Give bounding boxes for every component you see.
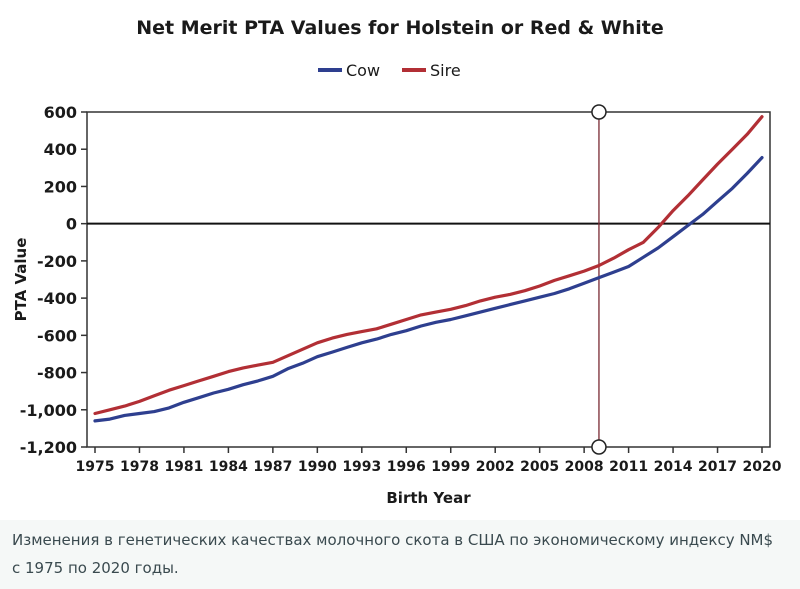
x-tick-label: 2002: [476, 459, 515, 475]
x-tick-label: 2008: [565, 459, 604, 475]
legend-label-sire: Sire: [430, 61, 461, 80]
caption-line-2: с 1975 по 2020 годы.: [12, 559, 179, 577]
series-line-sire: [93, 115, 764, 416]
y-tick-label: -200: [37, 252, 77, 271]
vertical-marker-bottom-circle: [591, 439, 607, 455]
chart-title: Net Merit PTA Values for Holstein or Red…: [136, 17, 664, 39]
vertical-marker-top-circle: [591, 104, 607, 120]
x-tick-label: 1996: [387, 459, 426, 475]
x-tick-label: 1999: [431, 459, 470, 475]
x-tick-label: 1975: [76, 459, 115, 475]
y-tick-label: 400: [44, 140, 77, 159]
x-axis-title: Birth Year: [386, 489, 471, 507]
y-tick-label: 200: [44, 177, 77, 196]
y-tick-label: -1,200: [20, 438, 77, 457]
y-tick-label: -600: [37, 326, 77, 345]
x-tick-label: 1993: [342, 459, 381, 475]
y-tick-label: -800: [37, 364, 77, 383]
caption-line-1: Изменения в генетических качествах молоч…: [12, 531, 774, 549]
x-tick-label: 1987: [253, 459, 292, 475]
y-tick-label: -1,000: [20, 401, 77, 420]
chart-figure: Net Merit PTA Values for Holstein or Red…: [12, 17, 782, 507]
y-tick-label: -400: [37, 289, 77, 308]
x-tick-label: 1981: [164, 459, 203, 475]
line-chart: Net Merit PTA Values for Holstein or Red…: [12, 17, 782, 507]
x-tick-label: 2014: [654, 459, 693, 475]
y-tick-label: 600: [44, 103, 77, 122]
x-tick-label: 1984: [209, 459, 248, 475]
y-tick-label: 0: [66, 215, 77, 234]
figure-caption: Изменения в генетических качествах молоч…: [12, 526, 788, 582]
x-tick-label: 2005: [520, 459, 559, 475]
x-tick-label: 2011: [609, 459, 648, 475]
series-line-cow: [93, 156, 764, 423]
x-tick-label: 2020: [743, 459, 782, 475]
plot-area: [86, 111, 771, 448]
x-tick-label: 1978: [120, 459, 159, 475]
legend-label-cow: Cow: [346, 61, 380, 80]
x-tick-label: 2017: [698, 459, 737, 475]
y-axis-title: PTA Value: [12, 238, 30, 322]
x-tick-label: 1990: [298, 459, 337, 475]
